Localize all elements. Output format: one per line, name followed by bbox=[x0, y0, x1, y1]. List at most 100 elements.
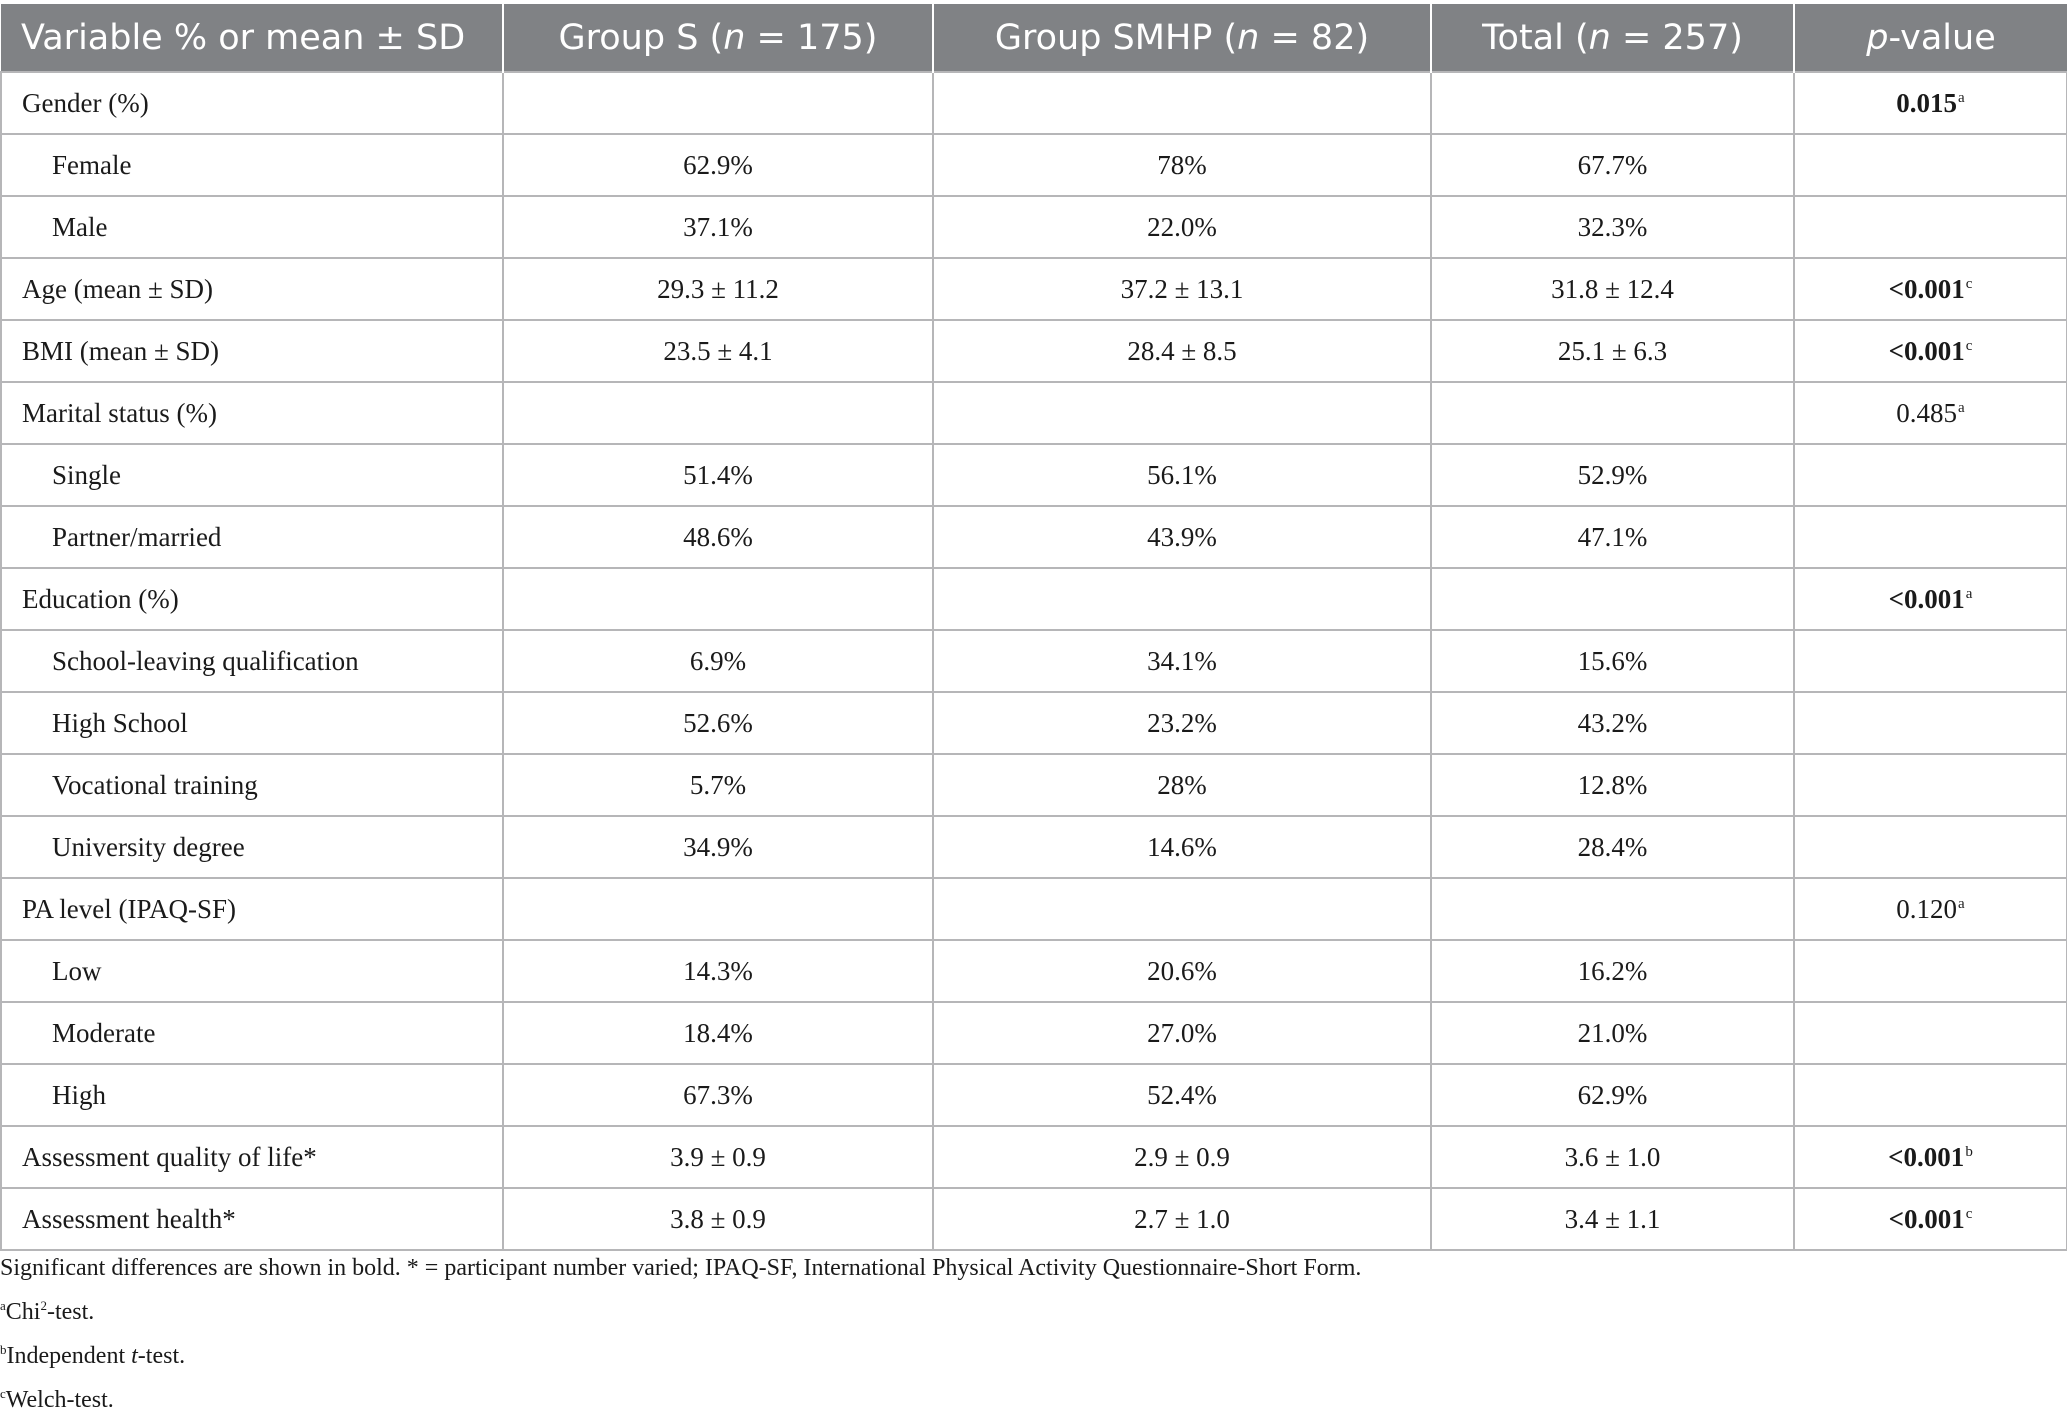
table-row: PA level (IPAQ-SF) 0.120a bbox=[0, 877, 2067, 941]
cell-total: 52.9% bbox=[1430, 443, 1795, 507]
cell-variable: Age (mean ± SD) bbox=[0, 257, 504, 321]
cell-group-smhp: 2.9 ± 0.9 bbox=[932, 1125, 1432, 1189]
table-row: Partner/married 48.6% 43.9% 47.1% bbox=[0, 505, 2067, 569]
cell-group-s: 29.3 ± 11.2 bbox=[502, 257, 934, 321]
p-value-text: 0.485 bbox=[1896, 397, 1958, 428]
p-value-text: <0.001 bbox=[1888, 1141, 1965, 1172]
table-footnotes: Significant differences are shown in bol… bbox=[0, 1250, 1361, 1419]
table-row: Low 14.3% 20.6% 16.2% bbox=[0, 939, 2067, 1003]
cell-total: 32.3% bbox=[1430, 195, 1795, 259]
cell-group-s: 51.4% bbox=[502, 443, 934, 507]
cell-group-s: 34.9% bbox=[502, 815, 934, 879]
header-total: Total (n = 257) bbox=[1431, 4, 1795, 72]
footnote-c: cWelch-test. bbox=[0, 1386, 114, 1413]
cell-variable: PA level (IPAQ-SF) bbox=[0, 877, 504, 941]
cell-group-s: 23.5 ± 4.1 bbox=[502, 319, 934, 383]
footnote-marker: a bbox=[1965, 585, 1973, 602]
cell-group-s: 37.1% bbox=[502, 195, 934, 259]
cell-group-s: 6.9% bbox=[502, 629, 934, 693]
cell-p-value bbox=[1793, 815, 2067, 879]
cell-group-smhp: 28% bbox=[932, 753, 1432, 817]
p-value-text: <0.001 bbox=[1888, 583, 1965, 614]
footnote-b: bIndependent t-test. bbox=[0, 1342, 186, 1369]
cell-group-s: 62.9% bbox=[502, 133, 934, 197]
cell-variable: High bbox=[0, 1063, 504, 1127]
footnote-marker: c bbox=[1965, 275, 1973, 292]
cell-total: 28.4% bbox=[1430, 815, 1795, 879]
footnote-marker: c bbox=[1965, 1205, 1973, 1222]
table-row: High School 52.6% 23.2% 43.2% bbox=[0, 691, 2067, 755]
cell-group-s: 5.7% bbox=[502, 753, 934, 817]
cell-total: 31.8 ± 12.4 bbox=[1430, 257, 1795, 321]
cell-variable: Assessment quality of life* bbox=[0, 1125, 504, 1189]
cell-group-smhp bbox=[932, 381, 1432, 445]
footnote-main: Significant differences are shown in bol… bbox=[0, 1255, 1362, 1281]
table-container: Variable % or mean ± SD Group S (n = 175… bbox=[0, 4, 2067, 1251]
p-value-text: <0.001 bbox=[1888, 335, 1965, 366]
table-row: Male 37.1% 22.0% 32.3% bbox=[0, 195, 2067, 259]
table-row: Gender (%) 0.015a bbox=[0, 71, 2067, 135]
cell-group-smhp: 27.0% bbox=[932, 1001, 1432, 1065]
table-row: Marital status (%) 0.485a bbox=[0, 381, 2067, 445]
cell-p-value bbox=[1793, 195, 2067, 259]
cell-p-value: 0.485a bbox=[1793, 381, 2067, 445]
p-value-text: <0.001 bbox=[1888, 1203, 1965, 1234]
cell-variable: Female bbox=[0, 133, 504, 197]
cell-variable: University degree bbox=[0, 815, 504, 879]
cell-p-value bbox=[1793, 133, 2067, 197]
cell-p-value: <0.001c bbox=[1793, 1187, 2067, 1251]
p-value-text: 0.120 bbox=[1896, 893, 1958, 924]
cell-variable: School-leaving qualification bbox=[0, 629, 504, 693]
footnote-marker: b bbox=[1965, 1143, 1973, 1160]
cell-total: 47.1% bbox=[1430, 505, 1795, 569]
cell-p-value bbox=[1793, 753, 2067, 817]
cell-total: 43.2% bbox=[1430, 691, 1795, 755]
footnote-marker: a bbox=[1958, 89, 1965, 106]
cell-group-s: 52.6% bbox=[502, 691, 934, 755]
cell-group-smhp bbox=[932, 71, 1432, 135]
cell-variable: Assessment health* bbox=[0, 1187, 504, 1251]
cell-total: 3.4 ± 1.1 bbox=[1430, 1187, 1795, 1251]
cell-group-smhp bbox=[932, 567, 1432, 631]
table-row: Education (%) <0.001a bbox=[0, 567, 2067, 631]
cell-p-value: <0.001c bbox=[1793, 319, 2067, 383]
footnote-marker: c bbox=[1965, 337, 1973, 354]
cell-group-smhp: 23.2% bbox=[932, 691, 1432, 755]
cell-total: 15.6% bbox=[1430, 629, 1795, 693]
cell-group-s: 18.4% bbox=[502, 1001, 934, 1065]
header-p-value: p-value bbox=[1794, 4, 2067, 72]
cell-p-value: <0.001b bbox=[1793, 1125, 2067, 1189]
cell-group-smhp: 52.4% bbox=[932, 1063, 1432, 1127]
cell-group-smhp: 14.6% bbox=[932, 815, 1432, 879]
cell-total: 16.2% bbox=[1430, 939, 1795, 1003]
table-row: School-leaving qualification 6.9% 34.1% 15.… bbox=[0, 629, 2067, 693]
table-row: Moderate 18.4% 27.0% 21.0% bbox=[0, 1001, 2067, 1065]
cell-group-s bbox=[502, 567, 934, 631]
cell-group-s bbox=[502, 71, 934, 135]
cell-p-value: 0.120a bbox=[1793, 877, 2067, 941]
table-row: Assessment health* 3.8 ± 0.9 2.7 ± 1.0 3.4 … bbox=[0, 1187, 2067, 1251]
footnote-marker: a bbox=[1958, 399, 1965, 416]
cell-total: 25.1 ± 6.3 bbox=[1430, 319, 1795, 383]
cell-total: 62.9% bbox=[1430, 1063, 1795, 1127]
table-row: University degree 34.9% 14.6% 28.4% bbox=[0, 815, 2067, 879]
cell-group-s bbox=[502, 381, 934, 445]
table-row: BMI (mean ± SD) 23.5 ± 4.1 28.4 ± 8.5 25.1 … bbox=[0, 319, 2067, 383]
cell-group-smhp: 28.4 ± 8.5 bbox=[932, 319, 1432, 383]
cell-p-value bbox=[1793, 505, 2067, 569]
cell-variable: Low bbox=[0, 939, 504, 1003]
cell-p-value bbox=[1793, 1001, 2067, 1065]
cell-group-s: 3.8 ± 0.9 bbox=[502, 1187, 934, 1251]
cell-variable: High School bbox=[0, 691, 504, 755]
cell-total bbox=[1430, 567, 1795, 631]
cell-group-s: 48.6% bbox=[502, 505, 934, 569]
cell-p-value bbox=[1793, 939, 2067, 1003]
table-body: Gender (%) 0.015a Female 62.9% 78% 67.7% Male 3… bbox=[0, 71, 2067, 1251]
header-group-s: Group S (n = 175) bbox=[503, 4, 934, 72]
cell-p-value: 0.015a bbox=[1793, 71, 2067, 135]
cell-total bbox=[1430, 381, 1795, 445]
cell-group-smhp: 22.0% bbox=[932, 195, 1432, 259]
table-row: High 67.3% 52.4% 62.9% bbox=[0, 1063, 2067, 1127]
cell-total bbox=[1430, 877, 1795, 941]
header-group-smhp: Group SMHP (n = 82) bbox=[933, 4, 1432, 72]
